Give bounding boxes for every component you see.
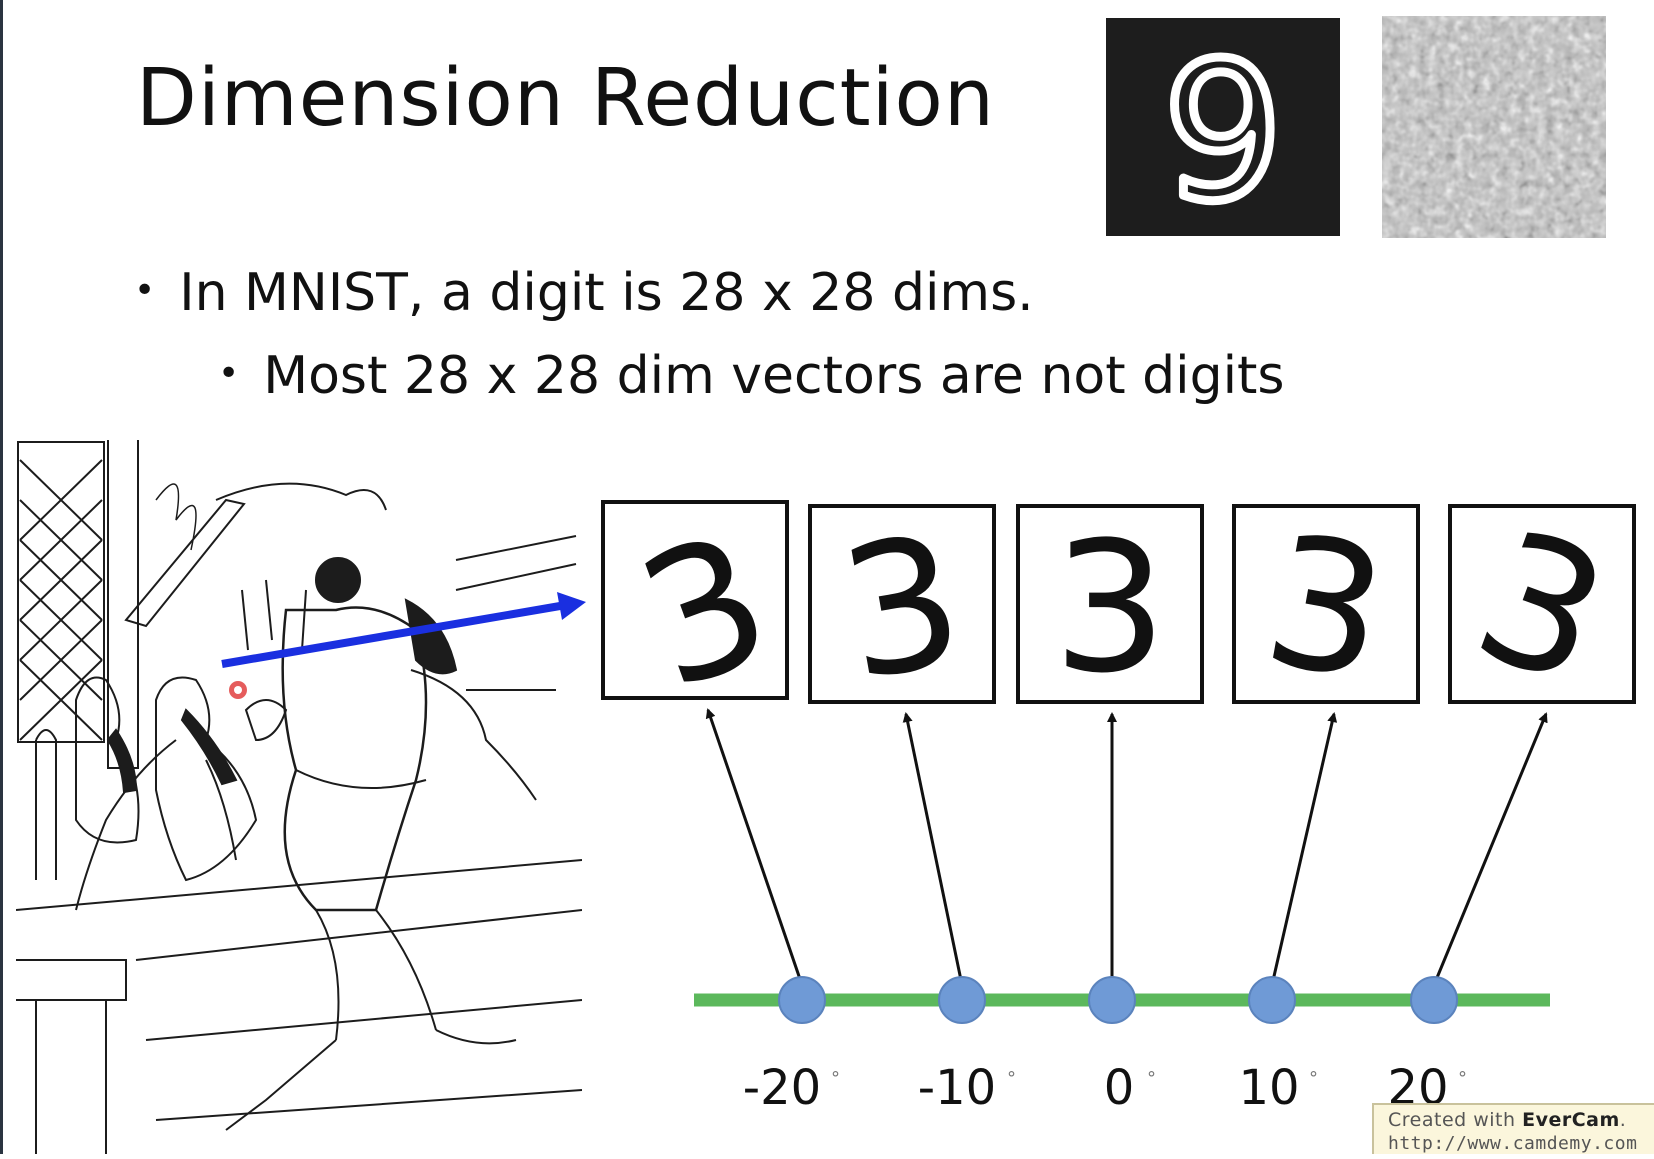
bullet-mnist-dims: • In MNIST, a digit is 28 x 28 dims. — [134, 263, 1034, 323]
axis-point — [938, 976, 986, 1024]
mapping-arrow — [902, 712, 964, 986]
watermark-url: http://www.camdemy.com — [1388, 1133, 1638, 1154]
axis-point — [1248, 976, 1296, 1024]
mapping-arrow — [1432, 712, 1548, 986]
random-noise-image — [1382, 16, 1606, 238]
window-edge — [0, 0, 3, 1154]
watermark-prefix: Created with — [1388, 1109, 1516, 1131]
digit-box: 3 — [601, 495, 795, 731]
axis-label: 0 — [1104, 1060, 1135, 1116]
digit-box: 3 — [808, 496, 996, 722]
digit-box: 3 — [1016, 504, 1204, 713]
digit-glyph: 3 — [1053, 504, 1168, 713]
bullet-not-digits: • Most 28 x 28 dim vectors are not digits — [218, 346, 1285, 406]
degree-mark: ° — [1458, 1068, 1467, 1089]
degree-mark: ° — [1007, 1068, 1016, 1089]
kungfu-illustration — [15, 437, 583, 1154]
degree-mark: ° — [831, 1068, 840, 1089]
watermark-suffix: . — [1619, 1109, 1627, 1131]
digit-glyph: 3 — [828, 496, 977, 722]
watermark-brand: EverCam — [1522, 1109, 1620, 1131]
slide-title: Dimension Reduction — [136, 52, 995, 144]
degree-mark: ° — [1147, 1068, 1156, 1089]
axis-point — [1410, 976, 1458, 1024]
digit-glyph: 3 — [1251, 496, 1400, 722]
digit-box: 3 — [1232, 496, 1420, 722]
mapping-arrow — [705, 708, 804, 986]
axis-point — [778, 976, 826, 1024]
bullet-text: Most 28 x 28 dim vectors are not digits — [263, 346, 1285, 406]
digit-glyph: 3 — [616, 495, 795, 731]
mapping-arrow — [1270, 712, 1338, 986]
evercam-watermark: Created with EverCam. http://www.camdemy… — [1372, 1103, 1654, 1154]
bullet-dot: • — [134, 270, 156, 312]
axis-label: -20 — [743, 1060, 821, 1116]
axis-label: -10 — [918, 1060, 996, 1116]
degree-mark: ° — [1309, 1068, 1318, 1089]
axis-point — [1088, 976, 1136, 1024]
digit-box: 3 — [1448, 491, 1636, 727]
bullet-dot: • — [218, 353, 240, 395]
mnist-digit-image: 9 — [1106, 18, 1340, 248]
mnist-digit-glyph: 9 — [1163, 22, 1284, 236]
digit-glyph: 3 — [1452, 491, 1631, 727]
bullet-text: In MNIST, a digit is 28 x 28 dims. — [179, 263, 1034, 323]
axis-label: 10 — [1238, 1060, 1299, 1116]
